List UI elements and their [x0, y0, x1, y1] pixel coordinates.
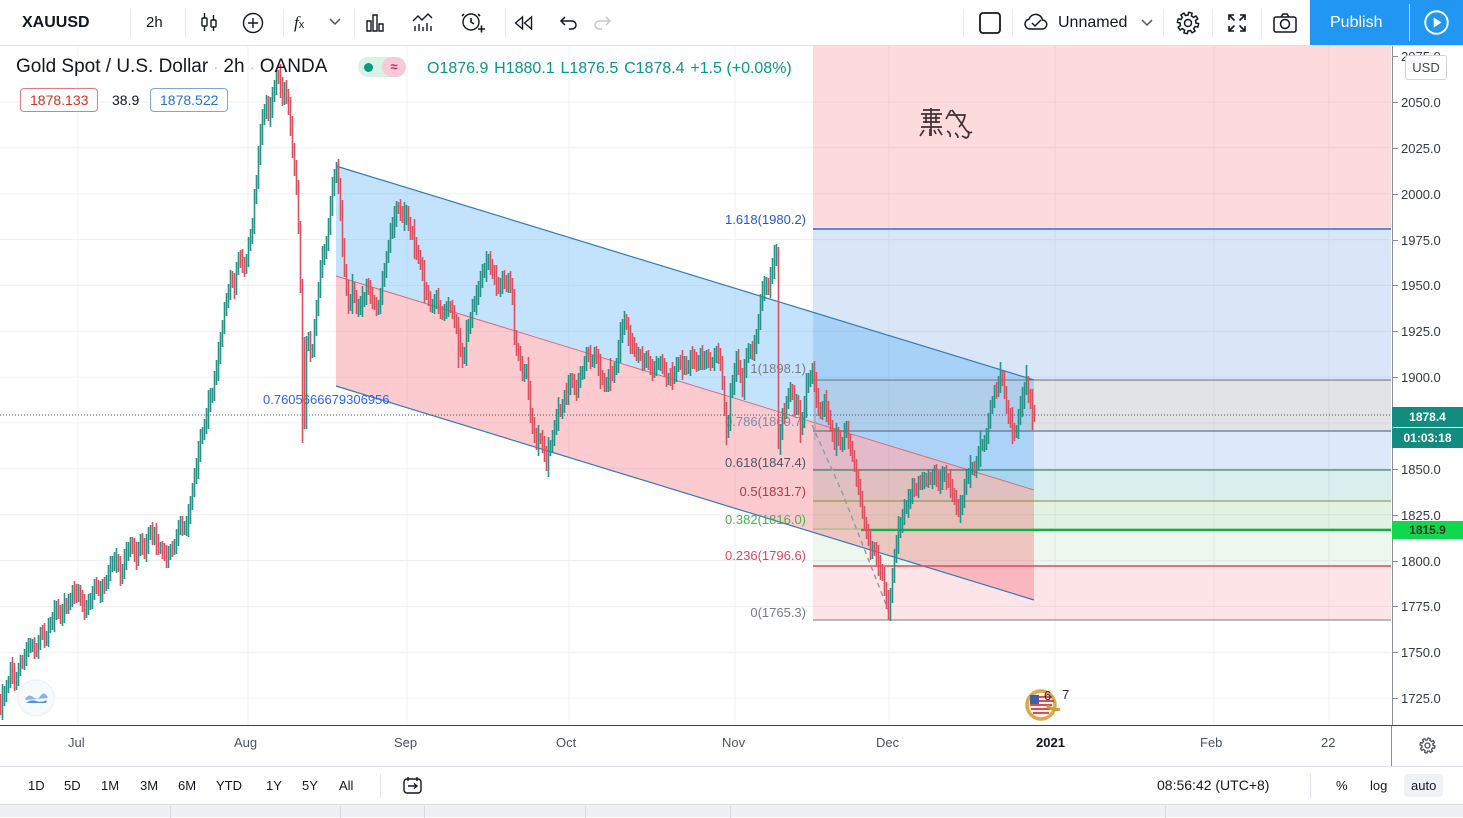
svg-text:0.618(1847.4): 0.618(1847.4) [725, 455, 806, 470]
svg-text:0.7605666679306956: 0.7605666679306956 [263, 392, 390, 407]
svg-text:0.382(1816.0): 0.382(1816.0) [725, 512, 806, 527]
svg-text:7: 7 [1062, 687, 1069, 702]
svg-text:6: 6 [1044, 688, 1051, 703]
svg-text:0.786(1869.7): 0.786(1869.7) [725, 414, 806, 429]
svg-text:1.618(1980.2): 1.618(1980.2) [725, 212, 806, 227]
svg-text:0.236(1796.6): 0.236(1796.6) [725, 548, 806, 563]
svg-text:0(1765.3): 0(1765.3) [750, 605, 806, 620]
svg-text:0.5(1831.7): 0.5(1831.7) [740, 484, 807, 499]
